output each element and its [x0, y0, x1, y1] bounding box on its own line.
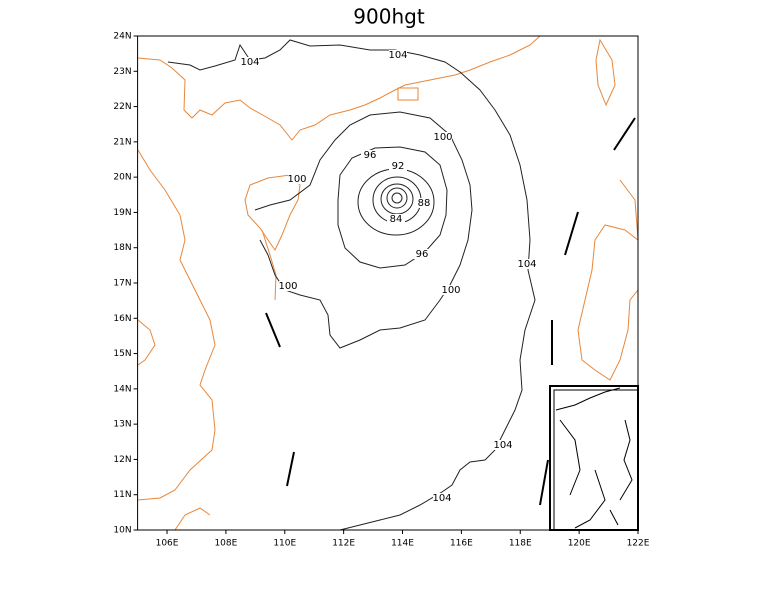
contour-label: 104 [493, 440, 512, 451]
y-tick-label: 18N [113, 243, 131, 253]
contour-label: 84 [390, 214, 403, 225]
y-tick-label: 12N [113, 455, 131, 465]
contour-label-bg [442, 285, 460, 295]
x-tick-label: 116E [450, 539, 473, 549]
y-tick-label: 14N [113, 384, 131, 394]
y-tick-label: 20N [113, 173, 131, 183]
x-tick-label: 122E [627, 539, 650, 549]
y-tick-label: 16N [113, 314, 131, 324]
contour-label: 88 [418, 198, 431, 209]
contour-label: 96 [416, 249, 429, 260]
contour-label-bg [389, 161, 407, 171]
contour-label: 100 [278, 281, 297, 292]
x-tick-label: 106E [156, 539, 179, 549]
contour-label-bg [288, 174, 306, 184]
contour-label-bg [241, 57, 259, 67]
contour-label-bg [387, 214, 405, 224]
contour-label-bg [433, 493, 451, 503]
contour-label: 100 [433, 132, 452, 143]
contour-label: 96 [364, 150, 377, 161]
y-tick-label: 22N [113, 102, 131, 112]
contour-label: 100 [287, 174, 306, 185]
contour-label: 100 [441, 285, 460, 296]
map-title: 900hgt [353, 5, 425, 29]
boundary-marks [265, 117, 636, 506]
contour-label-bg [494, 440, 512, 450]
contour-label: 104 [240, 57, 259, 68]
y-tick-label: 23N [113, 67, 131, 77]
y-tick-label: 21N [113, 137, 131, 147]
y-tick-label: 10N [113, 526, 131, 536]
y-tick-label: 19N [113, 208, 131, 218]
y-tick-label: 24N [113, 32, 131, 42]
contour-label: 104 [517, 259, 536, 270]
contour-label: 104 [388, 50, 407, 61]
contour-label-bg [518, 259, 536, 269]
x-tick-label: 118E [509, 539, 532, 549]
contours [167, 39, 536, 531]
contour-label-bg [415, 198, 433, 208]
contour-label: 92 [392, 161, 405, 172]
x-tick-label: 108E [214, 539, 237, 549]
contour-label-bg [279, 281, 297, 291]
contour-label-bg [413, 249, 431, 259]
y-tick-label: 17N [113, 279, 131, 289]
contour-label-bg [361, 150, 379, 160]
contour-label: 104 [432, 493, 451, 504]
contour-label-bg [434, 132, 452, 142]
x-tick-label: 120E [568, 539, 591, 549]
x-tick-label: 112E [332, 539, 355, 549]
y-tick-label: 13N [113, 420, 131, 430]
contour-label-bg [389, 50, 407, 60]
y-tick-label: 15N [113, 349, 131, 359]
x-tick-label: 110E [273, 539, 296, 549]
y-tick-label: 11N [113, 490, 131, 500]
inset-map [549, 385, 639, 531]
x-tick-label: 114E [391, 539, 414, 549]
